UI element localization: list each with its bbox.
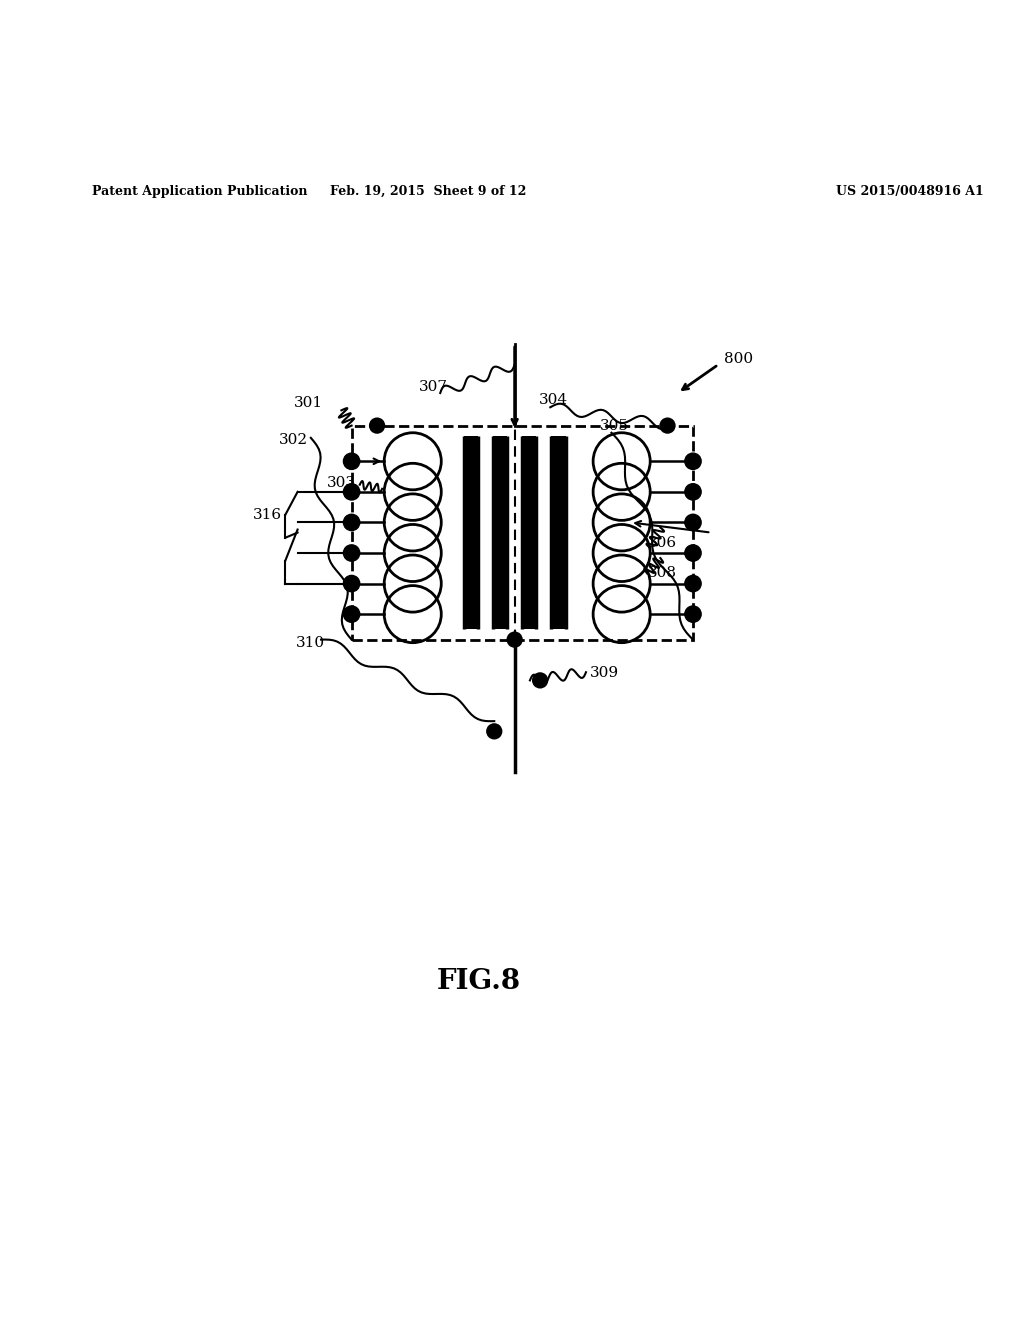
- Circle shape: [685, 483, 701, 500]
- Text: 308: 308: [648, 566, 677, 581]
- Circle shape: [369, 417, 385, 434]
- Text: 303: 303: [327, 475, 356, 490]
- Text: 301: 301: [294, 396, 324, 411]
- Circle shape: [343, 576, 359, 591]
- Circle shape: [685, 606, 701, 622]
- Bar: [551, 436, 565, 630]
- Circle shape: [532, 672, 548, 689]
- Circle shape: [685, 453, 701, 470]
- Text: 307: 307: [419, 380, 447, 393]
- Circle shape: [486, 723, 503, 739]
- Circle shape: [343, 545, 359, 561]
- Text: Patent Application Publication: Patent Application Publication: [92, 185, 307, 198]
- Bar: [522, 436, 537, 630]
- Circle shape: [507, 631, 523, 648]
- Circle shape: [343, 606, 359, 622]
- Circle shape: [659, 417, 676, 434]
- Text: 309: 309: [590, 667, 618, 680]
- Text: 800: 800: [724, 352, 753, 367]
- Circle shape: [685, 545, 701, 561]
- Text: 306: 306: [648, 536, 677, 550]
- Text: 304: 304: [539, 393, 568, 407]
- Text: FIG.8: FIG.8: [437, 968, 521, 994]
- Circle shape: [685, 515, 701, 531]
- Bar: [493, 436, 507, 630]
- Circle shape: [343, 483, 359, 500]
- Bar: [464, 436, 478, 630]
- Text: US 2015/0048916 A1: US 2015/0048916 A1: [836, 185, 983, 198]
- Text: 305: 305: [600, 418, 629, 433]
- Circle shape: [343, 453, 359, 470]
- Text: 302: 302: [279, 433, 308, 447]
- Text: 310: 310: [296, 636, 326, 649]
- Text: 316: 316: [253, 508, 282, 523]
- Circle shape: [685, 576, 701, 591]
- Circle shape: [343, 515, 359, 531]
- Text: Feb. 19, 2015  Sheet 9 of 12: Feb. 19, 2015 Sheet 9 of 12: [330, 185, 526, 198]
